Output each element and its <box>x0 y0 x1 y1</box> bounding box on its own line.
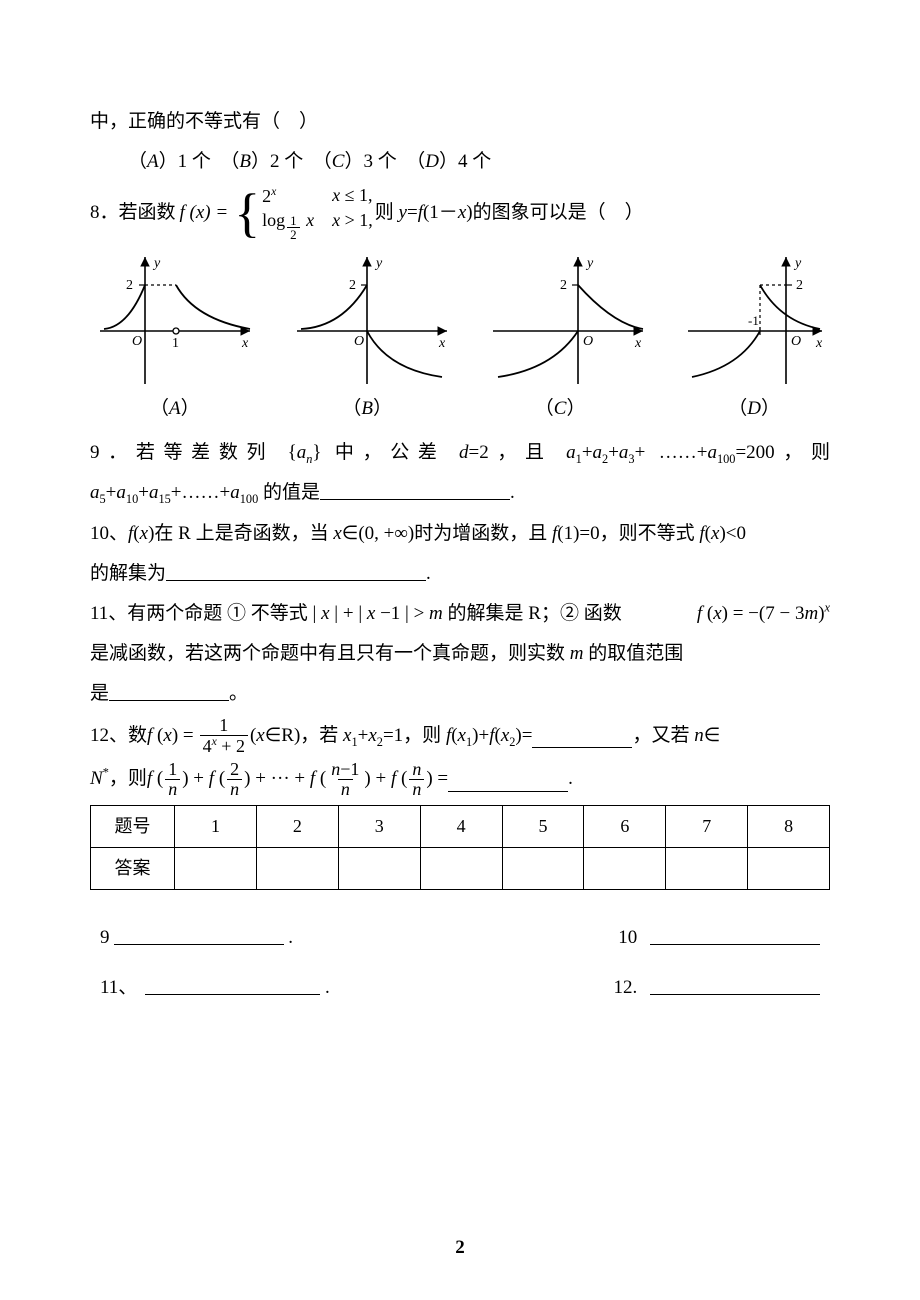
q12-line1: 12、数 f (x) = 1 4x + 2 (x∈R)，若 x1+x2=1，则 … <box>90 716 830 756</box>
graph-c: y x O 2 <box>483 249 653 389</box>
fill-11-label: 11、 <box>100 970 137 1006</box>
ans-7[interactable] <box>666 847 748 889</box>
q8-piecewise: { 2xx ≤ 1, log12 xx > 1, <box>234 184 373 241</box>
q8-lead: 8．若函数 <box>90 195 176 231</box>
label-d: （D） <box>728 391 780 427</box>
svg-text:y: y <box>585 256 594 271</box>
th-3: 3 <box>338 805 420 847</box>
svg-text:y: y <box>374 256 383 271</box>
th-4: 4 <box>420 805 502 847</box>
blank-q9[interactable] <box>320 479 510 500</box>
th-ans: 答案 <box>91 847 175 889</box>
ans-8[interactable] <box>748 847 830 889</box>
th-1: 1 <box>175 805 257 847</box>
table-row: 题号 1 2 3 4 5 6 7 8 <box>91 805 830 847</box>
page-number: 2 <box>0 1230 920 1266</box>
graph-d: y x O 2 -1 <box>680 249 830 389</box>
blank-12[interactable] <box>650 974 820 995</box>
svg-text:y: y <box>152 256 161 271</box>
q7-options: （A）1 个 （B）2 个 （C）3 个 （D）4 个 <box>90 144 830 180</box>
graph-b: y x O 2 <box>287 249 457 389</box>
th-8: 8 <box>748 805 830 847</box>
fill-row-2: 11、 . 12. <box>90 970 830 1006</box>
svg-text:-1: -1 <box>748 313 759 328</box>
q7-tail-text: 中，正确的不等式有（ ） <box>90 111 318 132</box>
ans-2[interactable] <box>256 847 338 889</box>
th-2: 2 <box>256 805 338 847</box>
blank-10[interactable] <box>650 924 820 945</box>
graphs-row: y x O 2 1 y x O 2 <box>90 249 830 389</box>
ans-5[interactable] <box>502 847 584 889</box>
svg-text:O: O <box>354 334 364 349</box>
blank-q10[interactable] <box>166 560 426 581</box>
label-a: （A） <box>150 391 200 427</box>
q12-fraction: 1 4x + 2 <box>200 716 248 756</box>
q10-line2: 的解集为. <box>90 556 830 592</box>
q7-tail: 中，正确的不等式有（ ） <box>90 104 830 140</box>
th-7: 7 <box>666 805 748 847</box>
th-num: 题号 <box>91 805 175 847</box>
ans-4[interactable] <box>420 847 502 889</box>
fill-9-label: 9 <box>100 920 110 956</box>
q11-line3: 是。 <box>90 676 830 712</box>
q8-fx: f (x) = <box>180 195 229 231</box>
svg-text:O: O <box>791 334 801 349</box>
svg-text:x: x <box>815 336 823 351</box>
page: 中，正确的不等式有（ ） （A）1 个 （B）2 个 （C）3 个 （D）4 个… <box>0 0 920 1300</box>
th-5: 5 <box>502 805 584 847</box>
svg-text:2: 2 <box>796 278 803 293</box>
label-b: （B） <box>342 391 392 427</box>
q10-line1: 10、f(x)在 R 上是奇函数，当 x∈(0, +∞)时为增函数，且 f(1)… <box>90 516 830 552</box>
answer-table: 题号 1 2 3 4 5 6 7 8 答案 <box>90 805 830 890</box>
graph-a: y x O 2 1 <box>90 249 260 389</box>
svg-text:2: 2 <box>560 278 567 293</box>
blank-q12a[interactable] <box>532 727 632 748</box>
svg-text:2: 2 <box>126 278 133 293</box>
q11-line1: 11、有两个命题 ① 不等式 | x | + | x −1 | > m 的解集是… <box>90 596 830 632</box>
table-row: 答案 <box>91 847 830 889</box>
q9-line2: a5+a10+a15+……+a100 的值是. <box>90 475 830 511</box>
svg-text:x: x <box>634 336 642 351</box>
th-6: 6 <box>584 805 666 847</box>
svg-text:1: 1 <box>172 336 179 351</box>
ans-6[interactable] <box>584 847 666 889</box>
blank-9[interactable] <box>114 924 284 945</box>
label-c: （C） <box>535 391 586 427</box>
svg-text:x: x <box>241 336 249 351</box>
q9-line1: 9．若等差数列 {an} 中，公差 d=2，且 a1+a2+a3+ ……+a10… <box>90 435 830 471</box>
blank-q12b[interactable] <box>448 771 568 792</box>
q12-line2: N*，则 f (1n) + f (2n) + ··· + f (n−1n) + … <box>90 760 830 799</box>
svg-text:2: 2 <box>349 278 356 293</box>
q8: 8．若函数 f (x) = { 2xx ≤ 1, log12 xx > 1, 则… <box>90 184 830 241</box>
ans-3[interactable] <box>338 847 420 889</box>
q11-line2: 是减函数，若这两个命题中有且只有一个真命题，则实数 m 的取值范围 <box>90 636 830 672</box>
fill-12-label: 12. <box>614 970 638 1006</box>
svg-text:O: O <box>583 334 593 349</box>
graph-labels: （A） （B） （C） （D） <box>90 391 830 427</box>
svg-text:x: x <box>438 336 446 351</box>
fill-row-1: 9 . 10 <box>90 920 830 956</box>
q8-tail: 则 y=f(1－x)的图象可以是（ ） <box>375 195 644 231</box>
fill-10-label: 10 <box>618 920 637 956</box>
blank-q11[interactable] <box>109 680 229 701</box>
brace-icon: { <box>234 186 260 240</box>
svg-text:O: O <box>132 334 142 349</box>
svg-text:y: y <box>793 256 802 271</box>
blank-11[interactable] <box>145 974 320 995</box>
ans-1[interactable] <box>175 847 257 889</box>
